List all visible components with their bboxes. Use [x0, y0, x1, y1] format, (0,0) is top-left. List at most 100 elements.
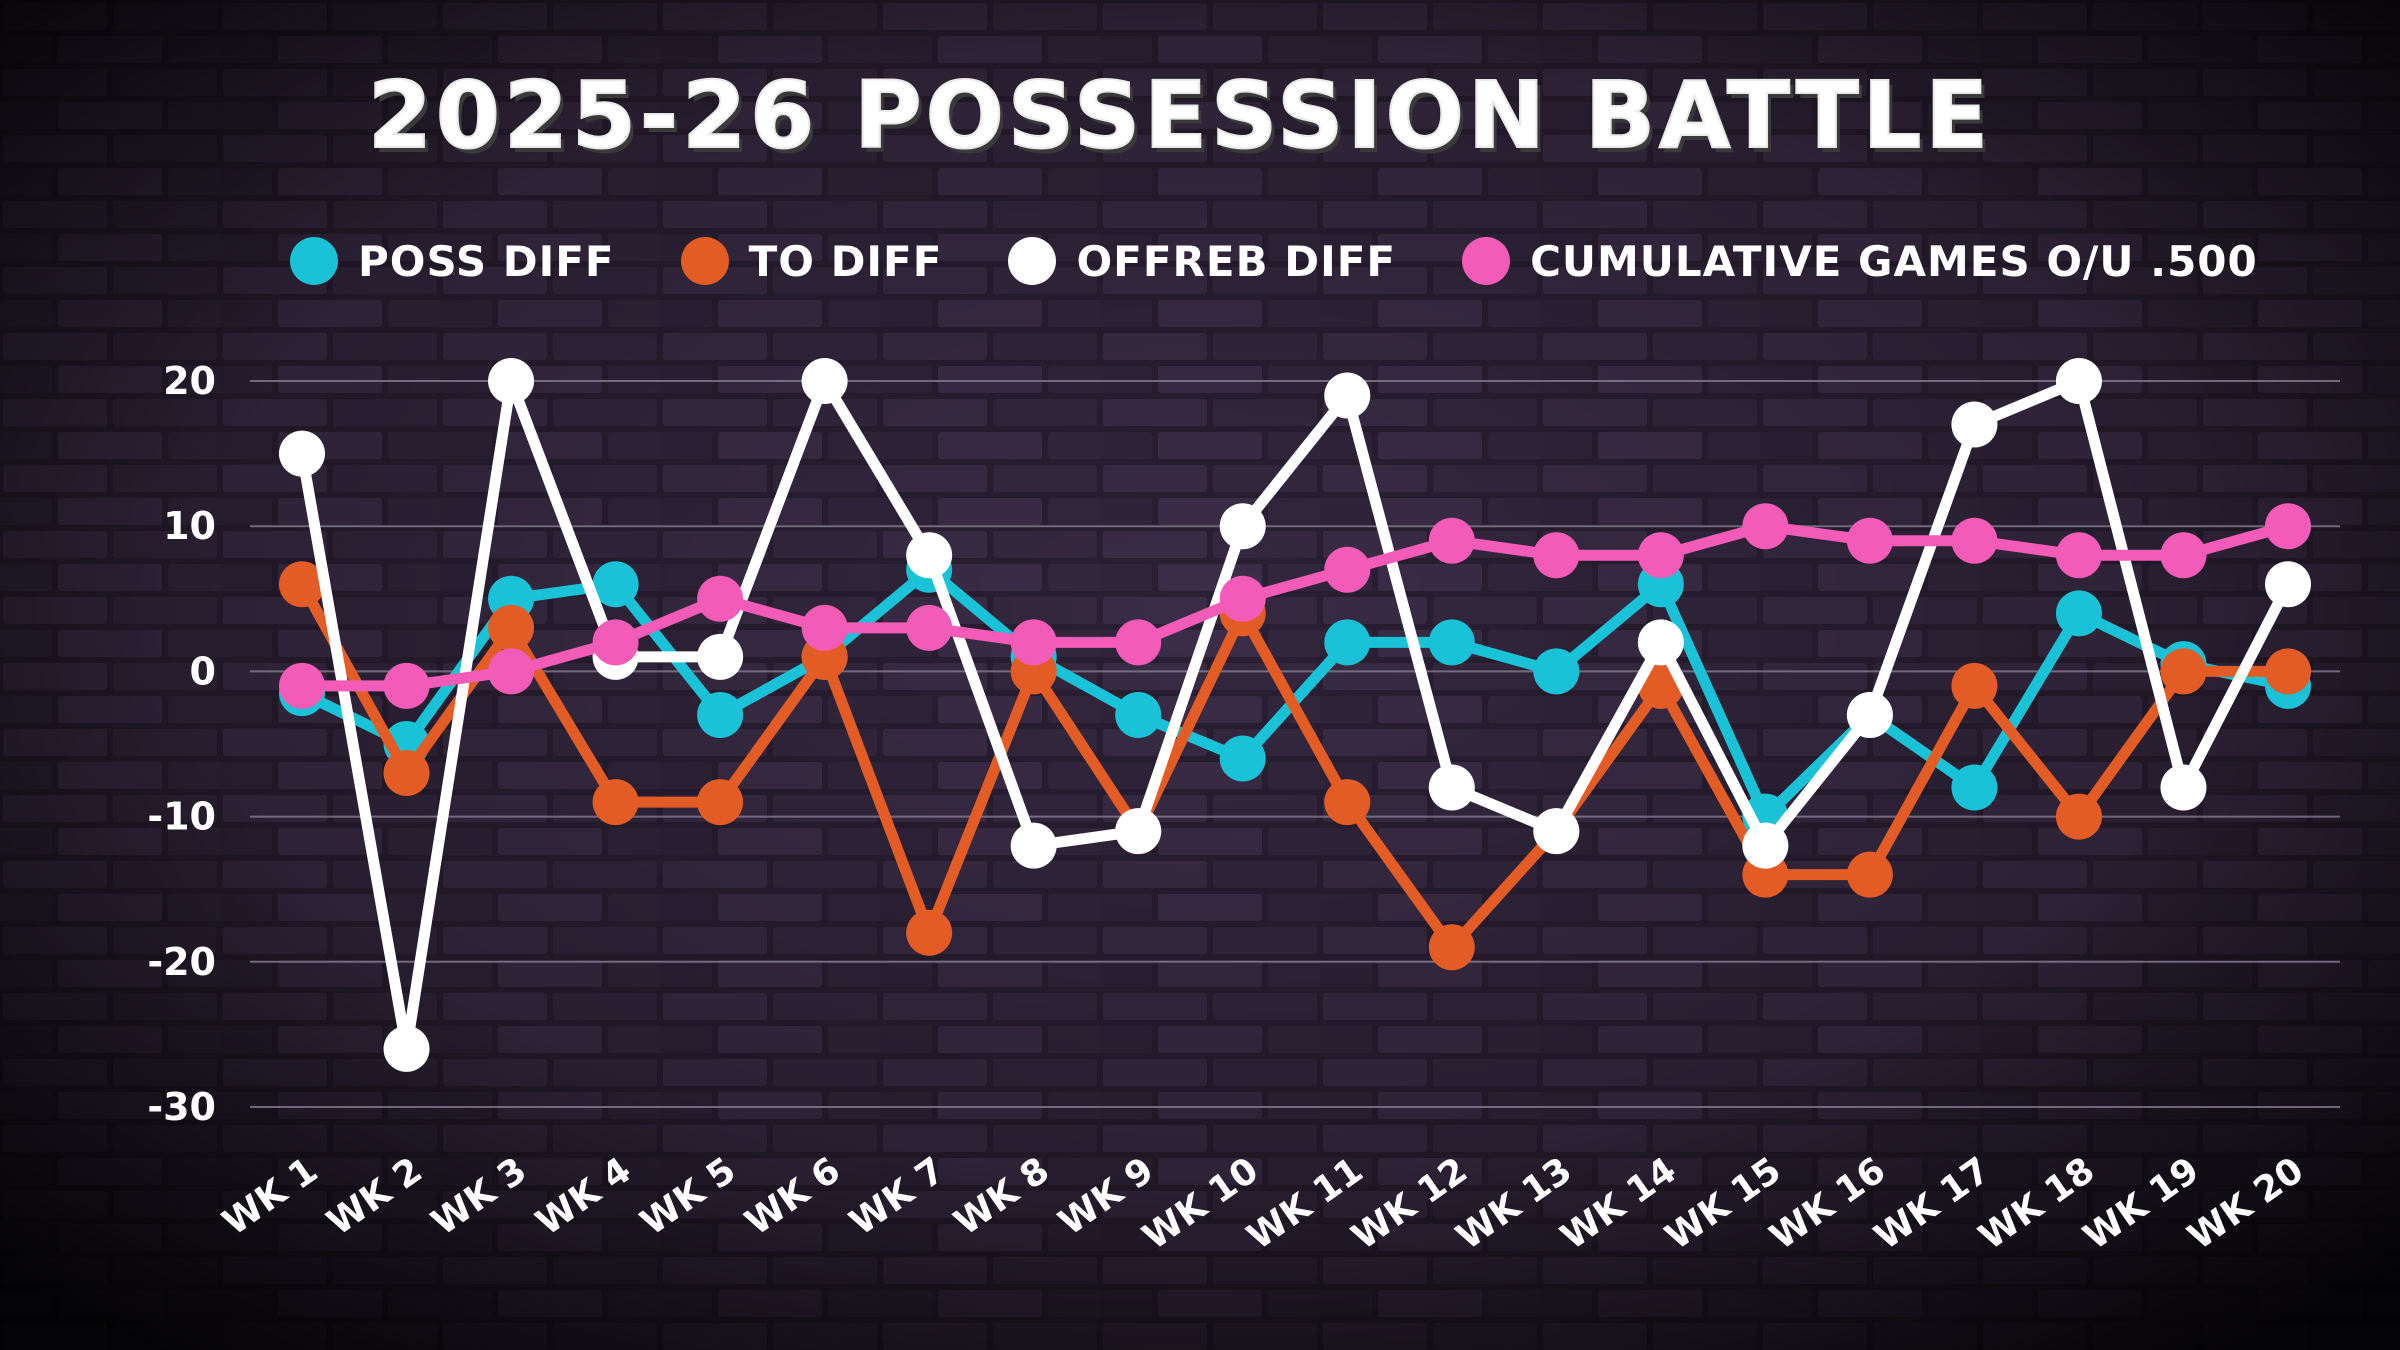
series [279, 503, 2311, 709]
data-point [592, 619, 639, 666]
data-point [2055, 532, 2102, 579]
data-point [1637, 619, 1684, 666]
x-tick-label: WK 17 [1867, 1150, 1997, 1258]
legend-item: OFFREB DIFF [1008, 237, 1396, 286]
legend-label: OFFREB DIFF [1076, 236, 1397, 286]
x-tick-label: WK 20 [2181, 1150, 2311, 1258]
legend-item: CUMULATIVE GAMES O/U .500 [1462, 237, 2258, 286]
data-point [2160, 532, 2207, 579]
x-tick-label: WK 10 [1136, 1150, 1266, 1258]
legend-item: POSS DIFF [290, 237, 615, 286]
data-point [1951, 662, 1998, 709]
data-point [1219, 735, 1266, 782]
legend-label: TO DIFF [748, 236, 943, 286]
data-point [1846, 517, 1893, 564]
y-tick-label: -10 [147, 795, 216, 839]
data-point [592, 779, 639, 826]
legend-item: TO DIFF [680, 236, 943, 286]
y-tick-label: 20 [163, 359, 216, 403]
data-point [2265, 561, 2311, 608]
data-point [697, 575, 744, 622]
legend-swatch [680, 237, 729, 285]
data-point [1324, 372, 1371, 419]
data-point [906, 532, 953, 579]
chart-legend: POSS DIFF TO DIFF OFFREB DIFF CUMULATIVE GA… [290, 226, 2258, 296]
data-point [279, 430, 325, 477]
data-point [383, 662, 430, 709]
data-point [1846, 691, 1893, 738]
data-point [279, 561, 325, 608]
data-point [1324, 619, 1371, 666]
data-point [697, 691, 744, 738]
legend-swatch [1462, 237, 1511, 285]
data-point [592, 561, 639, 608]
data-point [2265, 648, 2311, 695]
data-point [1637, 532, 1684, 579]
x-tick-label: WK 2 [320, 1150, 430, 1244]
data-point [697, 779, 744, 826]
legend-label: POSS DIFF [358, 236, 615, 286]
x-tick-label: WK 6 [738, 1150, 848, 1244]
data-point [1533, 532, 1580, 579]
series-lines [279, 358, 2311, 1072]
y-tick-label: 10 [163, 504, 216, 548]
data-point [1428, 924, 1475, 971]
x-tick-label: WK 15 [1658, 1150, 1788, 1258]
data-point [383, 750, 430, 797]
x-tick-label: WK 18 [1972, 1150, 2102, 1258]
series [279, 561, 2311, 971]
y-tick-label: 0 [190, 649, 216, 693]
data-point [906, 604, 953, 651]
x-tick-label: WK 5 [634, 1150, 744, 1244]
legend-swatch [290, 237, 338, 285]
x-tick-label: WK 11 [1240, 1150, 1370, 1258]
chart-title: 2025-26 POSSESSION BATTLE [367, 61, 1993, 170]
data-point [488, 648, 535, 695]
x-tick-label: WK 3 [425, 1150, 535, 1244]
series [279, 546, 2311, 840]
y-tick-label: -30 [147, 1085, 216, 1129]
x-tick-label: WK 8 [947, 1150, 1057, 1244]
data-point [906, 909, 953, 956]
x-tick-label: WK 16 [1763, 1150, 1893, 1258]
x-tick-label: WK 4 [529, 1150, 639, 1244]
data-point [1846, 851, 1893, 898]
data-point [2055, 590, 2102, 637]
data-point [488, 604, 535, 651]
data-point [1533, 648, 1580, 695]
data-point [1010, 619, 1057, 666]
data-point [1219, 575, 1266, 622]
x-tick-label: WK 14 [1554, 1150, 1684, 1258]
data-point [1115, 691, 1162, 738]
data-point [1115, 619, 1162, 666]
data-point [279, 662, 325, 709]
data-point [1324, 779, 1371, 826]
data-point [2265, 503, 2311, 550]
data-point [2160, 648, 2207, 695]
data-point [1324, 546, 1371, 593]
data-point [1951, 401, 1998, 448]
x-tick-label: WK 19 [2076, 1150, 2206, 1258]
data-point [1742, 822, 1789, 869]
legend-label: CUMULATIVE GAMES O/U .500 [1530, 236, 2258, 286]
data-point [801, 604, 848, 651]
data-point [383, 1025, 430, 1072]
y-axis-ticks: 20 10 0 -10 -20 -30 [147, 359, 216, 1129]
data-point [1010, 822, 1057, 869]
data-point [697, 633, 744, 680]
data-point [1428, 619, 1475, 666]
x-axis-ticks: WK 1WK 2WK 3WK 4WK 5WK 6WK 7WK 8WK 9WK 1… [215, 1150, 2311, 1258]
data-point [801, 358, 848, 404]
data-point [488, 358, 535, 404]
data-point [2055, 793, 2102, 840]
data-point [1219, 503, 1266, 550]
y-tick-label: -20 [147, 940, 216, 984]
data-point [1115, 808, 1162, 855]
data-point [1951, 517, 1998, 564]
x-tick-label: WK 13 [1449, 1150, 1579, 1258]
data-point [1533, 808, 1580, 855]
data-point [2055, 358, 2102, 404]
